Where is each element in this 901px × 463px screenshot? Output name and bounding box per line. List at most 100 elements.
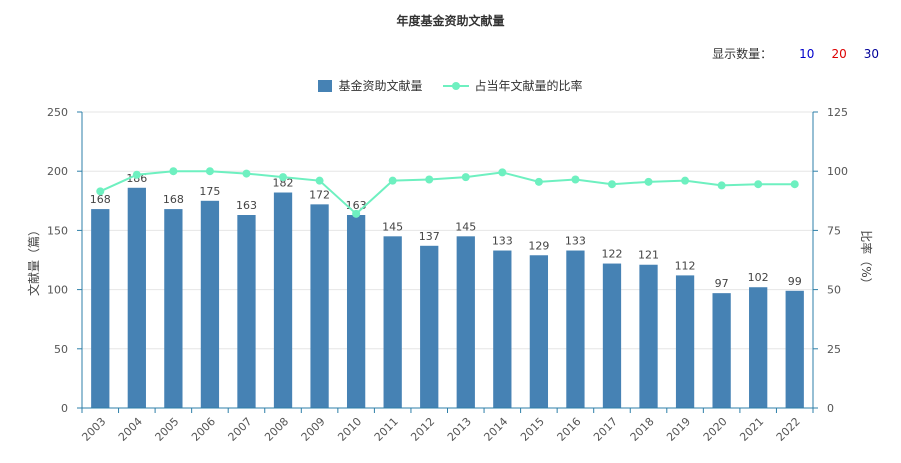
bar-value-label: 97 <box>715 277 729 290</box>
ratio-point <box>607 180 616 189</box>
bar-value-label: 145 <box>455 220 476 233</box>
bar-value-label: 99 <box>788 275 802 288</box>
x-axis-tick-label: 2017 <box>591 415 620 444</box>
bar-value-label: 129 <box>528 239 549 252</box>
x-axis-tick-label: 2013 <box>445 415 474 444</box>
ratio-point <box>315 176 324 185</box>
x-axis-tick-label: 2007 <box>226 415 255 444</box>
bar <box>456 236 475 408</box>
bar-value-label: 133 <box>492 235 513 248</box>
x-axis-tick-label: 2022 <box>774 415 803 444</box>
bar-value-label: 102 <box>748 271 769 284</box>
chart-axes <box>77 111 818 413</box>
ratio-point <box>169 167 178 176</box>
ratio-point <box>571 175 580 184</box>
bar-value-label: 168 <box>90 193 111 206</box>
ratio-point <box>717 181 726 190</box>
x-axis-tick-label: 2012 <box>408 415 437 444</box>
bar <box>785 290 804 408</box>
x-axis-tick-label: 2015 <box>518 415 547 444</box>
y2-axis-tick-label: 50 <box>827 284 841 297</box>
bar-value-label: 121 <box>638 249 659 262</box>
y2-axis-tick-label: 75 <box>827 224 841 237</box>
bar <box>639 264 658 408</box>
ratio-point <box>644 177 653 186</box>
bar-value-label: 175 <box>199 185 220 198</box>
display-count-option-30[interactable]: 30 <box>863 46 879 61</box>
bar <box>91 209 110 408</box>
x-axis-tick-label: 2003 <box>79 415 108 444</box>
bar <box>127 187 146 408</box>
legend-bar-label: 基金资助文献量 <box>338 79 423 93</box>
bar-value-label: 137 <box>419 230 440 243</box>
line-series <box>96 167 799 218</box>
ratio-line <box>99 170 795 216</box>
y2-axis-tick-label: 25 <box>827 343 841 356</box>
x-axis-tick-label: 2004 <box>116 415 145 444</box>
ratio-point <box>498 168 507 177</box>
ratio-point <box>754 180 763 189</box>
bar <box>675 275 695 408</box>
legend-line-swatch <box>442 80 469 92</box>
ratio-point <box>205 167 214 176</box>
y2-axis-tick-label: 125 <box>827 106 848 119</box>
x-axis-tick-labels: 2003 2004 2005 2006 2007 2008 2009 2010 2011 2012… <box>79 415 802 444</box>
display-count-selector: 显示数量： 10 20 30 <box>712 45 879 62</box>
bar <box>529 255 549 408</box>
bar <box>273 192 293 408</box>
ratio-point <box>242 169 251 178</box>
display-count-label: 显示数量： <box>712 47 773 61</box>
y-axis-title: 文献量（篇） <box>26 224 41 296</box>
x-axis-tick-label: 2010 <box>335 415 364 444</box>
y-axis-tick-label: 250 <box>47 106 68 119</box>
y2-axis-title: 比率（%） <box>859 230 874 289</box>
ratio-point <box>534 177 543 186</box>
ratio-point <box>388 176 397 185</box>
x-axis-tick-label: 2021 <box>737 415 766 444</box>
bar <box>237 215 256 408</box>
y-axis-tick-label: 50 <box>54 343 68 356</box>
ratio-point <box>279 173 288 182</box>
bar <box>602 263 622 408</box>
x-axis-tick-label: 2016 <box>555 415 584 444</box>
y-axis-tick-label: 0 <box>61 402 68 415</box>
y-axis-tick-label: 200 <box>47 165 68 178</box>
ratio-point <box>461 173 470 182</box>
y2-axis-tick-label: 0 <box>827 402 834 415</box>
bar <box>383 236 402 408</box>
y2-axis-tick-label: 100 <box>827 165 848 178</box>
y-axis-tick-label: 100 <box>47 284 68 297</box>
ratio-point <box>425 175 434 184</box>
ratio-point <box>681 176 690 185</box>
y-axis-tick-labels: 0 50 100 150 200 250 <box>47 106 68 415</box>
y2-axis-tick-labels: 0 25 50 75 100 125 <box>827 106 848 415</box>
ratio-point <box>132 170 141 179</box>
legend-item-bar-series[interactable]: 基金资助文献量 <box>318 77 423 94</box>
bar-value-label: 122 <box>601 248 622 261</box>
x-axis-tick-label: 2014 <box>481 415 510 444</box>
legend-line-label: 占当年文献量的比率 <box>474 79 583 93</box>
x-axis-tick-label: 2018 <box>628 415 657 444</box>
display-count-option-10[interactable]: 10 <box>799 46 815 61</box>
x-axis-tick-label: 2008 <box>262 415 291 444</box>
x-axis-tick-label: 2009 <box>299 415 328 444</box>
bar-data-labels: 1681861681751631821721631451371451331291… <box>90 172 802 290</box>
x-axis-tick-label: 2020 <box>701 415 730 444</box>
bar <box>566 250 585 408</box>
legend-item-line-series[interactable]: 占当年文献量的比率 <box>442 77 583 94</box>
bar <box>749 287 768 408</box>
ratio-point <box>790 180 799 189</box>
x-axis-tick-label: 2005 <box>153 415 182 444</box>
display-count-option-20[interactable]: 20 <box>831 46 847 61</box>
ratio-point <box>96 187 105 196</box>
legend-bar-swatch <box>318 79 333 92</box>
bar <box>200 200 220 408</box>
bar-value-label: 182 <box>273 177 294 190</box>
bar <box>164 209 183 408</box>
x-axis-tick-label: 2006 <box>189 415 218 444</box>
bar-value-label: 168 <box>163 193 184 206</box>
bar-value-label: 145 <box>382 220 403 233</box>
x-axis-tick-label: 2011 <box>372 415 401 444</box>
bar-value-label: 112 <box>675 259 696 272</box>
